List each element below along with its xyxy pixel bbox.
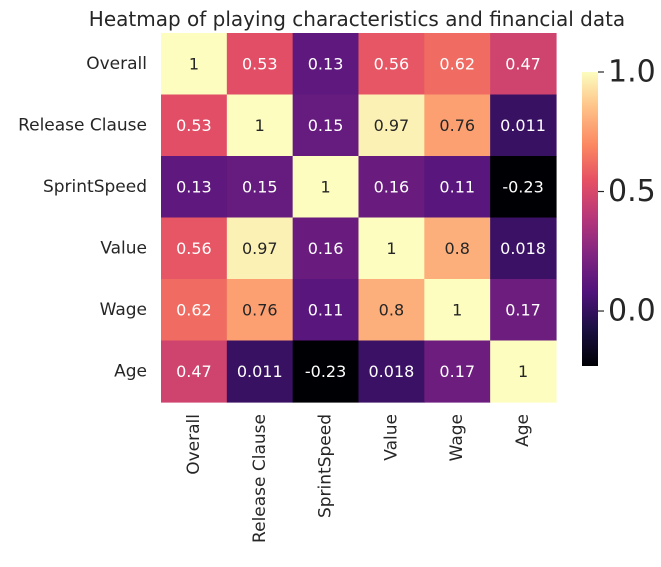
y-tick-label: Overall: [86, 54, 147, 74]
heatmap-annotations: 1 0.53 0.13 0.56 0.62 0.47 0.53 1 0.15 0.97 0.76 0.…: [176, 54, 546, 381]
heatmap-cell: [292, 217, 360, 280]
heatmap-cell: [226, 340, 294, 403]
heatmap-cell: [161, 279, 228, 342]
cell-annotation: 0.13: [176, 177, 212, 196]
cell-annotation: 0.018: [500, 239, 546, 258]
colorbar: [582, 72, 598, 366]
heatmap-cell: [424, 33, 491, 96]
cell-annotation: 0.97: [374, 116, 410, 135]
y-tick-label: Value: [100, 238, 147, 258]
cell-annotation: 0.53: [242, 54, 278, 73]
heatmap-cell: [358, 217, 425, 280]
cell-annotation: 1: [452, 300, 462, 319]
y-tick-label: Age: [114, 361, 147, 381]
y-tick-label: Wage: [100, 300, 147, 320]
heatmap-cell: [358, 94, 425, 157]
cell-annotation: 1: [518, 362, 528, 381]
cell-annotation: 0.62: [439, 54, 475, 73]
x-tick-label: Value: [381, 414, 401, 461]
cell-annotation: 0.15: [242, 177, 278, 196]
heatmap-cell: [226, 217, 294, 280]
cell-annotation: 0.11: [308, 300, 344, 319]
colorbar-tick-label: 1.0: [608, 55, 656, 90]
heatmap-cell: [292, 279, 360, 342]
cell-annotation: 0.47: [176, 362, 212, 381]
cell-annotation: 0.76: [242, 300, 278, 319]
heatmap-cell: [424, 340, 491, 403]
x-tick-label: Age: [513, 414, 533, 447]
cell-annotation: 0.17: [505, 300, 541, 319]
cell-annotation: 1: [320, 177, 330, 196]
heatmap-cell: [424, 217, 491, 280]
heatmap-cells: [161, 33, 557, 403]
heatmap-cell: [292, 94, 360, 157]
heatmap-cell: [161, 33, 228, 96]
colorbar-ticks: 1.0 0.5 0.0: [598, 55, 656, 329]
cell-annotation: 1: [255, 116, 265, 135]
cell-annotation: 0.56: [374, 54, 410, 73]
cell-annotation: 0.13: [308, 54, 344, 73]
heatmap-cell: [292, 156, 360, 219]
heatmap-cell: [161, 156, 228, 219]
x-tick-label: SprintSpeed: [316, 414, 336, 518]
heatmap-cell: [161, 217, 228, 280]
cell-annotation: 0.76: [439, 116, 475, 135]
cell-annotation: 1: [386, 239, 396, 258]
cell-annotation: 0.15: [308, 116, 344, 135]
heatmap-cell: [292, 33, 360, 96]
heatmap-cell: [490, 279, 557, 342]
cell-annotation: -0.23: [502, 177, 543, 196]
heatmap-cell: [490, 33, 557, 96]
cell-annotation: 0.8: [445, 239, 470, 258]
heatmap-cell: [161, 340, 228, 403]
x-tick-label: Release Clause: [250, 414, 270, 543]
x-tick-label: Overall: [184, 414, 204, 475]
cell-annotation: 0.018: [369, 362, 415, 381]
heatmap-cell: [424, 156, 491, 219]
cell-annotation: 0.56: [176, 239, 212, 258]
heatmap-cell: [358, 340, 425, 403]
cell-annotation: 0.8: [379, 300, 404, 319]
cell-annotation: 0.62: [176, 300, 212, 319]
heatmap-cell: [358, 156, 425, 219]
heatmap-cell: [490, 94, 557, 157]
heatmap-cell: [226, 156, 294, 219]
heatmap-cell: [358, 279, 425, 342]
cell-annotation: 0.16: [374, 177, 410, 196]
heatmap-cell: [161, 94, 228, 157]
colorbar-tick-label: 0.5: [608, 174, 656, 209]
colorbar-tick-label: 0.0: [608, 294, 656, 329]
cell-annotation: 0.17: [439, 362, 475, 381]
y-tick-label: Release Clause: [18, 115, 147, 135]
cell-annotation: 0.011: [237, 362, 283, 381]
heatmap-cell: [424, 279, 491, 342]
cell-annotation: 0.47: [505, 54, 541, 73]
x-tick-labels: Overall Release Clause SprintSpeed Value Wag…: [184, 414, 533, 543]
cell-annotation: 0.11: [439, 177, 475, 196]
heatmap-cell: [226, 94, 294, 157]
heatmap-cell: [226, 279, 294, 342]
heatmap-cell: [424, 94, 491, 157]
cell-annotation: 0.53: [176, 116, 212, 135]
heatmap-cell: [358, 33, 425, 96]
y-tick-label: SprintSpeed: [43, 177, 147, 197]
x-tick-label: Wage: [447, 414, 467, 461]
cell-annotation: 0.011: [500, 116, 546, 135]
cell-annotation: 0.16: [308, 239, 344, 258]
cell-annotation: -0.23: [305, 362, 346, 381]
cell-annotation: 0.97: [242, 239, 278, 258]
chart-title: Heatmap of playing characteristics and f…: [89, 7, 625, 31]
heatmap-cell: [490, 217, 557, 280]
y-tick-labels: Overall Release Clause SprintSpeed Value Wag…: [18, 54, 147, 382]
heatmap-cell: [292, 340, 360, 403]
cell-annotation: 1: [189, 54, 199, 73]
heatmap-cell: [226, 33, 294, 96]
heatmap-cell: [490, 340, 557, 403]
heatmap-cell: [490, 156, 557, 219]
